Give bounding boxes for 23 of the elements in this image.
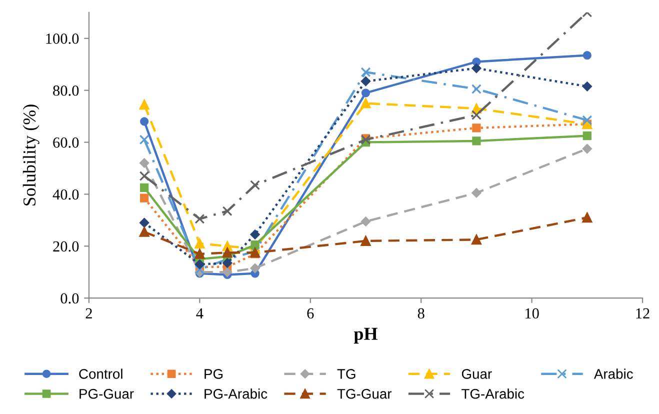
- x-tick-label: 10: [526, 308, 539, 319]
- legend-label: Guar: [462, 369, 492, 379]
- y-tick-label: 80.0: [53, 85, 79, 96]
- x-axis-title: pH: [354, 328, 378, 344]
- legend-label: TG-Arabic: [462, 388, 524, 399]
- legend-label: TG: [337, 369, 356, 379]
- y-tick-label: 40.0: [52, 189, 79, 200]
- legend-label: PG-Guar: [80, 388, 134, 399]
- x-tick-label: 2: [86, 308, 92, 318]
- y-axis-title: Solubility (%): [22, 104, 40, 206]
- x-tick-label: 12: [636, 308, 650, 318]
- y-tick-label: 60.0: [53, 137, 79, 148]
- x-tick-label: 6: [307, 308, 314, 319]
- legend-label: PG: [204, 369, 223, 379]
- legend-label: Control: [79, 368, 122, 379]
- y-tick-label: 100.0: [46, 34, 79, 44]
- y-tick-label: 20.0: [53, 241, 79, 252]
- y-tick-label: 0.0: [60, 293, 79, 304]
- legend-label: Arabic: [594, 368, 633, 379]
- x-tick-label: 4: [196, 308, 204, 318]
- legend-label: TG-Guar: [337, 388, 392, 399]
- x-tick-label: 8: [418, 308, 424, 319]
- legend-label: PG-Arabic: [204, 388, 268, 399]
